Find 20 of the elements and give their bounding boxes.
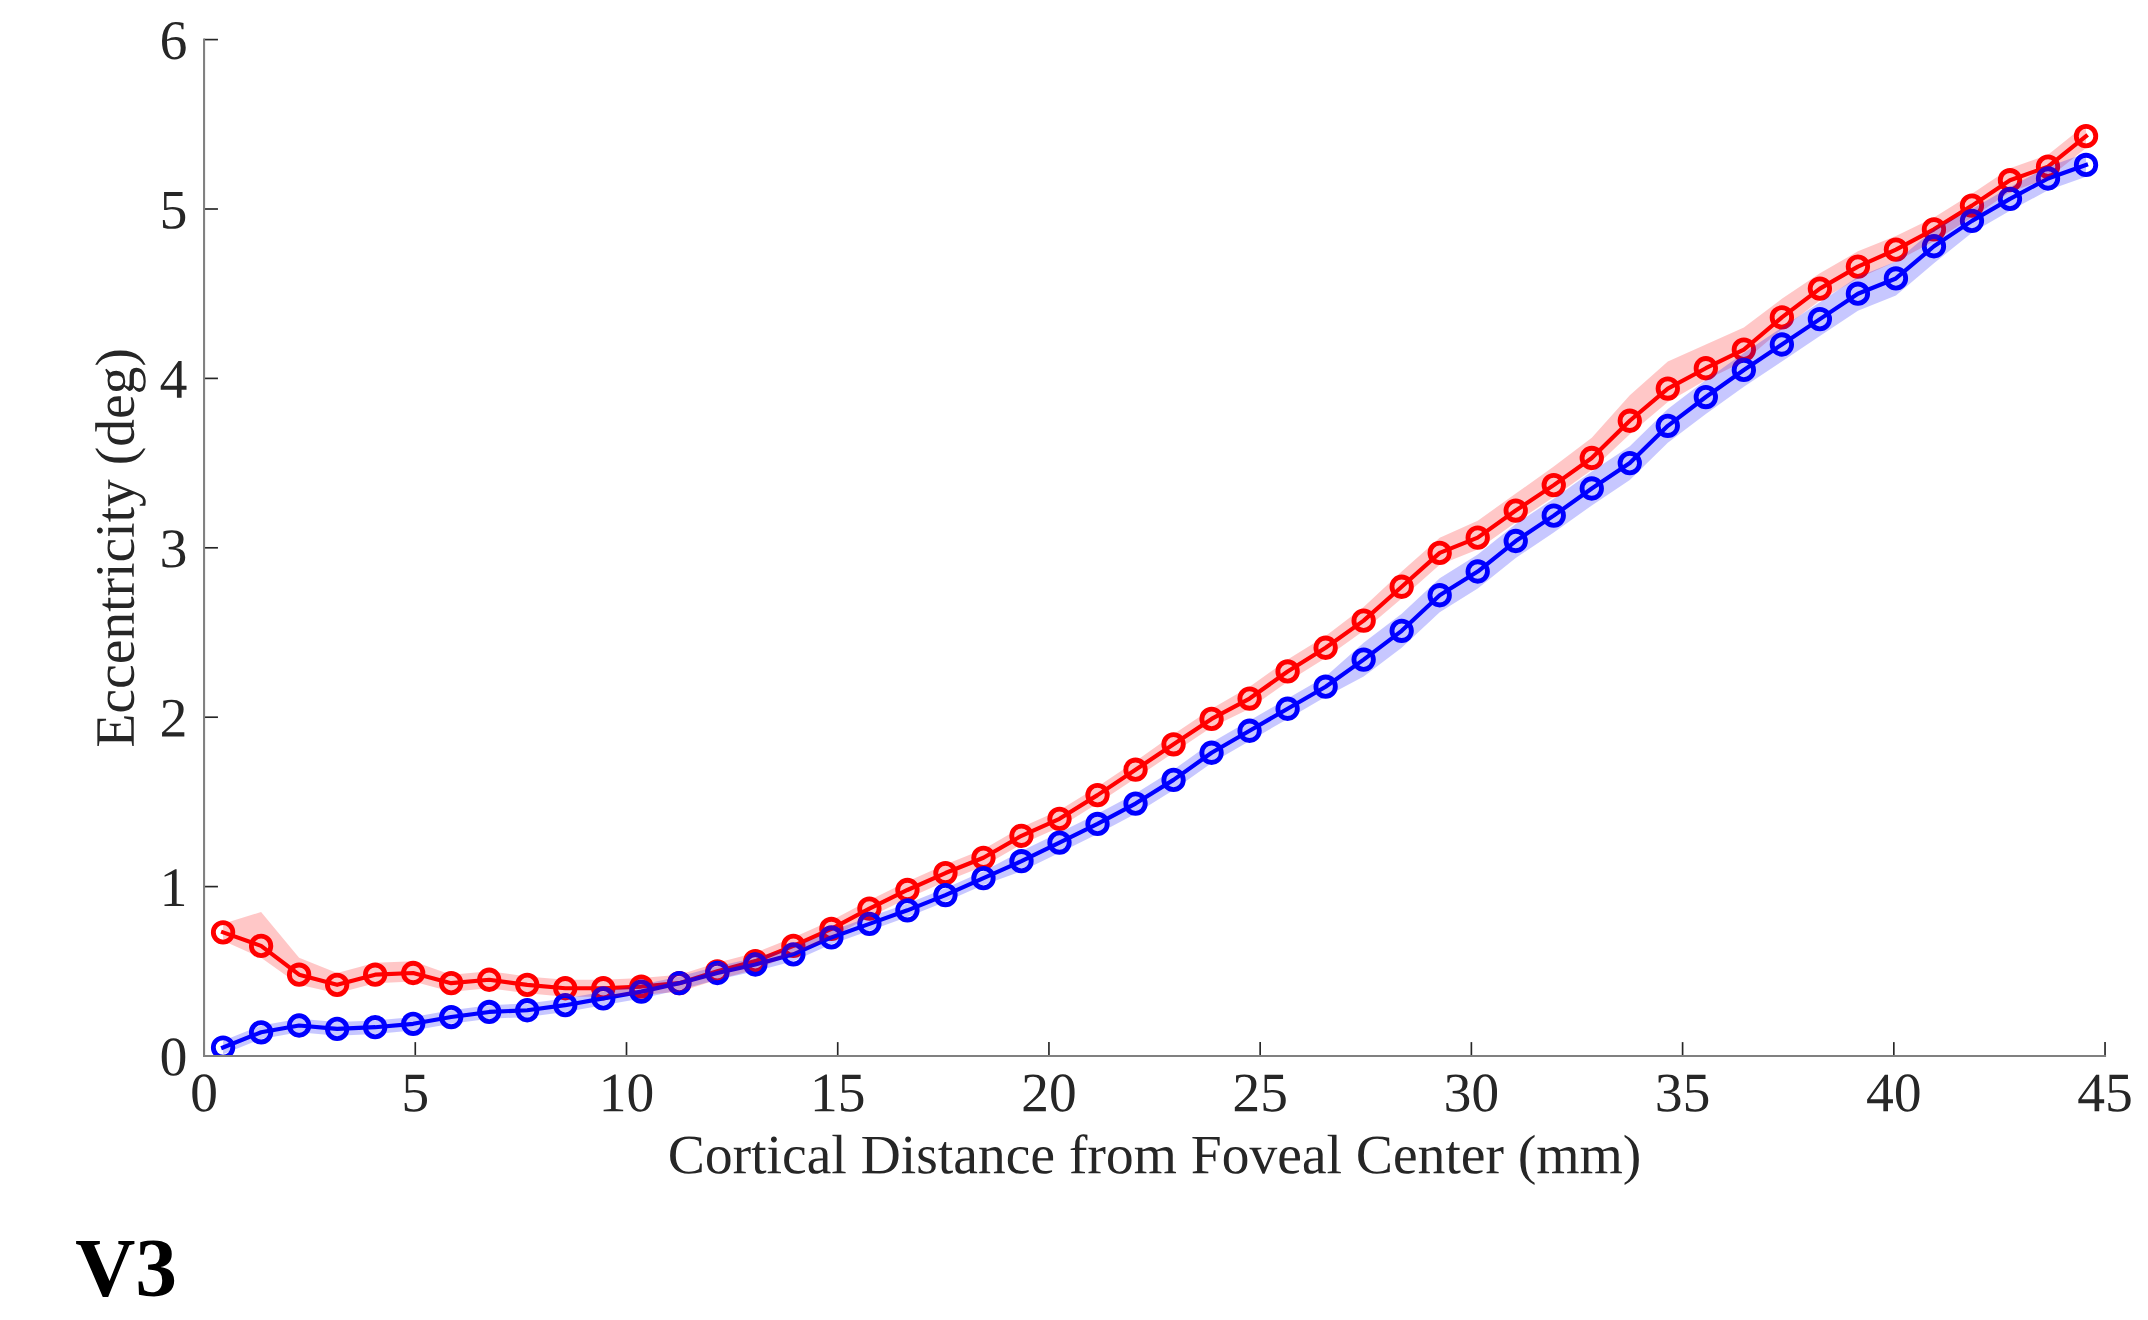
x-tick-label: 10 [603, 1074, 653, 1112]
text: V3 [76, 1240, 175, 1297]
y-tick-label: 1 [164, 869, 185, 906]
x-tick-label: 40 [1867, 1074, 1920, 1112]
y-tick-label: 5 [162, 191, 186, 229]
x-axis-title: Cortical Distance from Foveal Center (mm) [670, 1134, 1639, 1186]
y-tick-label: 4 [160, 361, 187, 398]
x-tick-label: 0 [192, 1074, 216, 1112]
y-tick-label: 2 [162, 699, 185, 737]
x-tick-label: 35 [1657, 1074, 1709, 1112]
y-tick-label: 6 [162, 22, 186, 60]
y-tick-label: 3 [162, 530, 186, 568]
x-tick-label: 45 [2078, 1074, 2131, 1112]
x-tick-label: 15 [814, 1074, 864, 1112]
x-tick-label: 30 [1446, 1074, 1498, 1112]
x-tick-label: 5 [404, 1074, 427, 1112]
x-tick-label: 25 [1234, 1074, 1286, 1112]
y-tick-label: 0 [161, 1038, 186, 1076]
y-axis-title: Eccentricity (deg) [95, 350, 146, 746]
x-tick-label: 20 [1023, 1074, 1075, 1112]
